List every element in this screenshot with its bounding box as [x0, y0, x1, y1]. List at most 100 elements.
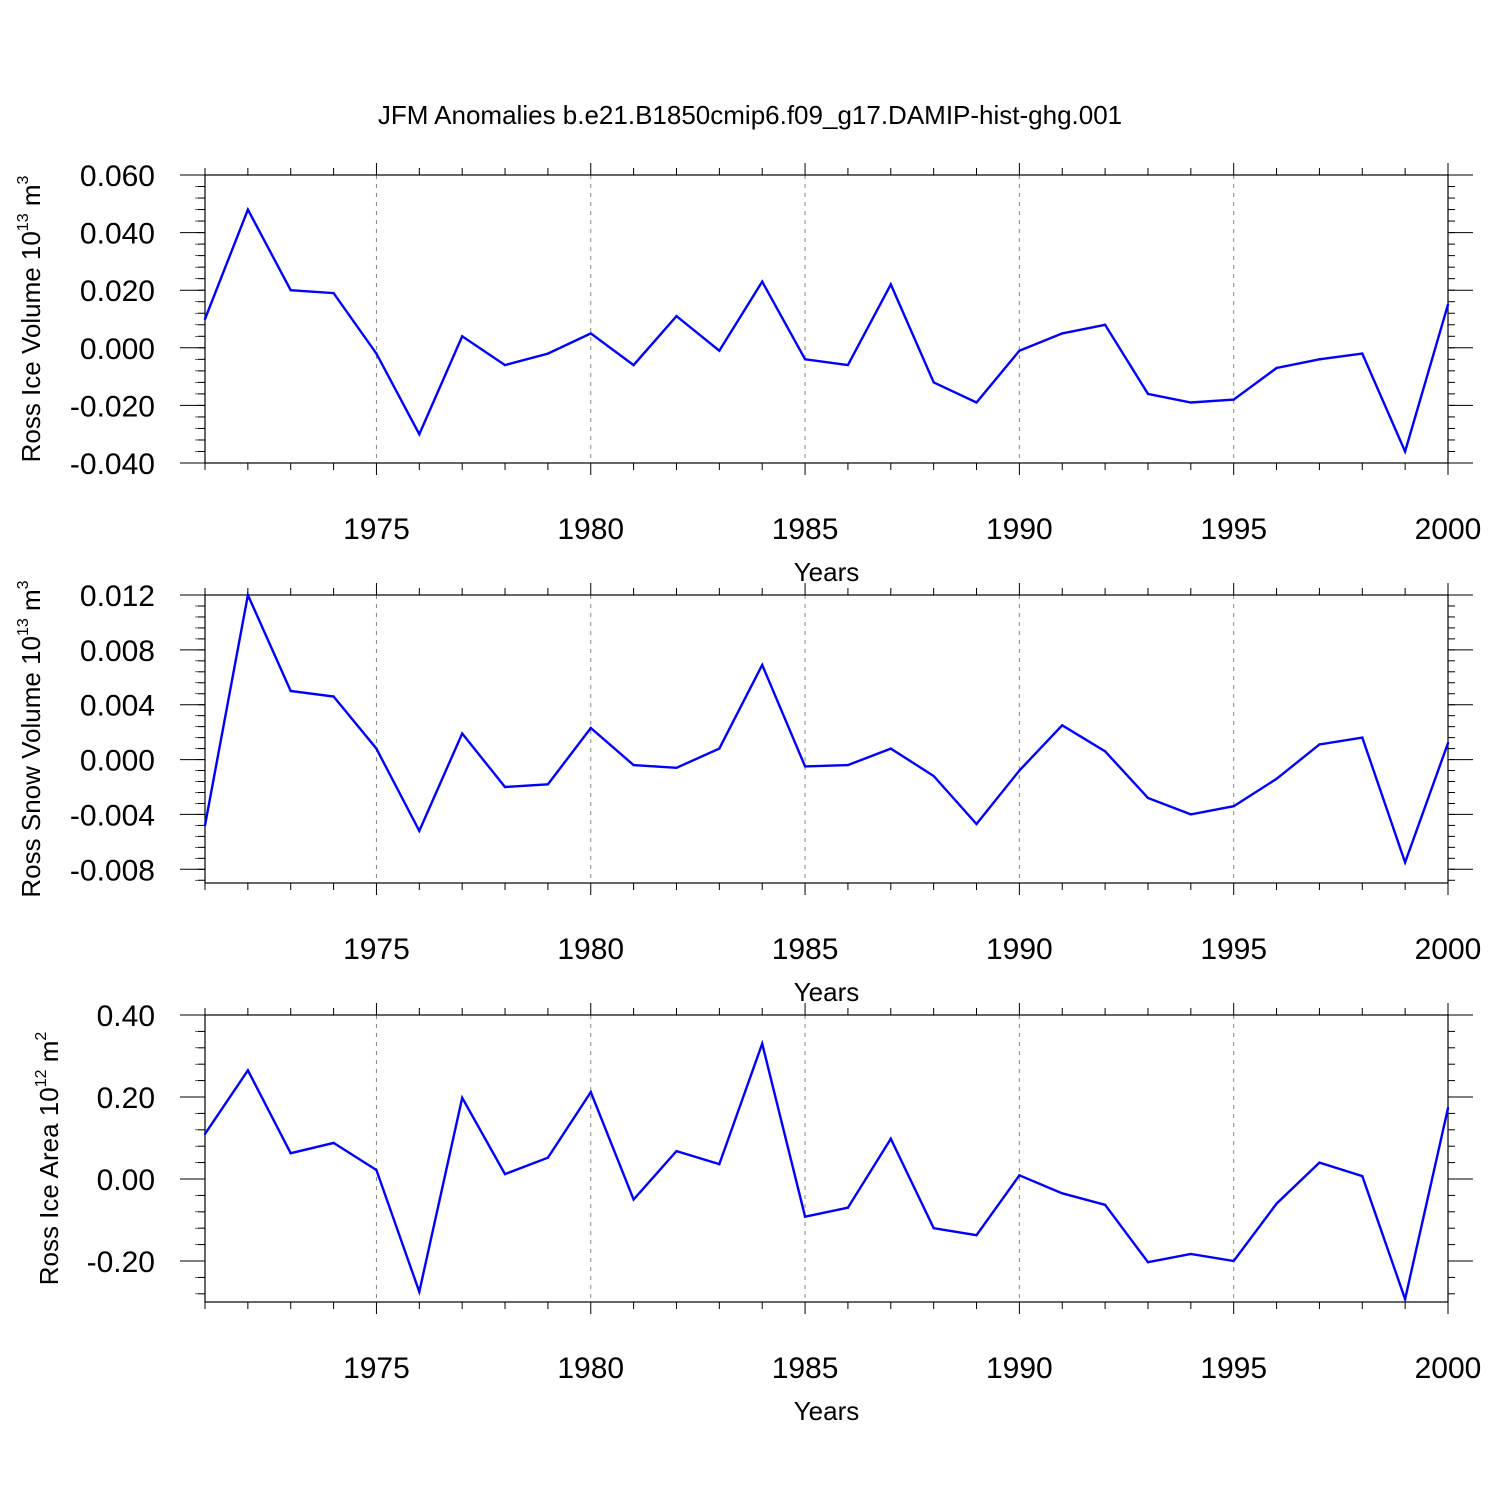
- data-point: [289, 289, 292, 292]
- data-point: [889, 1137, 892, 1141]
- data-point: [1361, 1174, 1364, 1178]
- data-point: [1018, 1174, 1021, 1177]
- data-point: [1189, 1252, 1193, 1256]
- data-point: [460, 732, 464, 735]
- data-point: [889, 747, 892, 750]
- y-tick-label: 0.008: [80, 635, 155, 668]
- data-point: [375, 352, 378, 355]
- y-axis-label: Ross Ice Area 1012 m2: [33, 1032, 64, 1286]
- y-tick-label: 0.000: [80, 745, 155, 778]
- y-tick-label: 0.20: [97, 1082, 155, 1115]
- data-point: [460, 335, 464, 338]
- data-point: [460, 1096, 464, 1100]
- data-point: [761, 663, 764, 667]
- series-line: [204, 1039, 1450, 1304]
- data-point: [375, 1168, 378, 1172]
- data-point: [718, 1163, 721, 1166]
- y-tick-label: 0.40: [97, 1000, 155, 1033]
- data-point: [203, 824, 207, 827]
- data-point: [203, 1132, 207, 1136]
- data-point: [1275, 366, 1278, 370]
- data-point: [889, 283, 892, 286]
- x-tick-label: 1980: [557, 513, 624, 546]
- x-axis-label: Years: [794, 1396, 860, 1426]
- data-point: [761, 1042, 764, 1045]
- x-axis-label: Years: [794, 557, 860, 587]
- data-point: [1018, 349, 1021, 352]
- data-point: [1232, 1259, 1235, 1263]
- data-point: [675, 766, 678, 769]
- y-tick-label: -0.004: [70, 799, 155, 832]
- data-point: [975, 401, 978, 404]
- data-point: [675, 314, 678, 318]
- data-point: [589, 726, 592, 730]
- data-point: [1103, 750, 1107, 753]
- panel-3: -0.20 0.00 0.20 0.40 1975 1980 1985 1990 1995 200…: [33, 1000, 1481, 1426]
- data-point: [546, 783, 550, 786]
- data-point: [975, 822, 978, 826]
- data-point: [246, 1069, 250, 1072]
- y-tick-label: -0.008: [70, 854, 155, 887]
- panel-1: -0.040 -0.020 0.000 0.020 0.040 0.060 1975 1980…: [15, 160, 1481, 587]
- x-tick-label: 1985: [772, 933, 839, 966]
- data-point: [418, 433, 421, 436]
- x-tick-label: 1980: [557, 933, 624, 966]
- x-tick-label: 1995: [1200, 933, 1267, 966]
- data-point: [503, 785, 507, 789]
- data-point: [1446, 1106, 1450, 1110]
- plot-frame: [204, 1014, 1449, 1303]
- data-point: [1146, 392, 1150, 396]
- plot-frame: [204, 594, 1449, 884]
- data-point: [1446, 303, 1450, 306]
- data-point: [632, 1198, 635, 1201]
- data-point: [1318, 1161, 1321, 1164]
- data-point: [289, 689, 292, 693]
- data-point: [932, 381, 935, 384]
- data-point: [675, 1149, 678, 1153]
- panel-2: -0.008 -0.004 0.000 0.004 0.008 0.012 1975 1980…: [15, 580, 1481, 1007]
- data-point: [1275, 777, 1278, 780]
- x-tick-label: 1975: [343, 1352, 410, 1385]
- data-point: [1061, 724, 1064, 727]
- x-axis-label: Years: [794, 977, 860, 1007]
- x-tick-label: 1990: [986, 513, 1053, 546]
- data-point: [975, 1233, 978, 1237]
- data-point: [1318, 358, 1321, 361]
- data-point: [1103, 1203, 1107, 1207]
- data-point: [332, 1141, 335, 1145]
- y-axis-label: Ross Snow Volume 1013 m3: [15, 580, 46, 897]
- x-tick-label: 2000: [1415, 933, 1482, 966]
- y-tick-label: 0.020: [80, 275, 155, 308]
- x-tick-label: 1990: [986, 1352, 1053, 1385]
- data-point: [1146, 796, 1150, 800]
- data-point: [546, 1156, 550, 1159]
- data-point: [1318, 743, 1321, 746]
- data-point: [1361, 736, 1364, 739]
- data-point: [803, 765, 807, 768]
- data-point: [418, 829, 421, 833]
- x-tick-label: 1975: [343, 513, 410, 546]
- x-tick-label: 1975: [343, 933, 410, 966]
- data-point: [846, 1206, 850, 1209]
- data-point: [846, 763, 850, 767]
- data-point: [1232, 398, 1235, 401]
- data-point: [1189, 401, 1193, 404]
- y-tick-label: 0.060: [80, 160, 155, 193]
- y-tick-label: 0.012: [80, 580, 155, 613]
- data-point: [589, 332, 592, 335]
- x-tick-label: 1985: [772, 1352, 839, 1385]
- data-point: [932, 1227, 935, 1230]
- data-point: [1018, 769, 1021, 772]
- data-point: [503, 363, 507, 367]
- x-tick-label: 1980: [557, 1352, 624, 1385]
- x-tick-label: 2000: [1415, 1352, 1482, 1385]
- data-point: [846, 363, 850, 367]
- data-point: [1275, 1202, 1278, 1205]
- x-tick-label: 1995: [1200, 1352, 1267, 1385]
- data-point: [932, 774, 935, 778]
- data-point: [803, 1215, 807, 1218]
- y-tick-label: -0.020: [70, 390, 155, 423]
- figure-title: JFM Anomalies b.e21.B1850cmip6.f09_g17.D…: [378, 100, 1122, 130]
- data-point: [761, 280, 764, 283]
- data-point: [1403, 450, 1407, 453]
